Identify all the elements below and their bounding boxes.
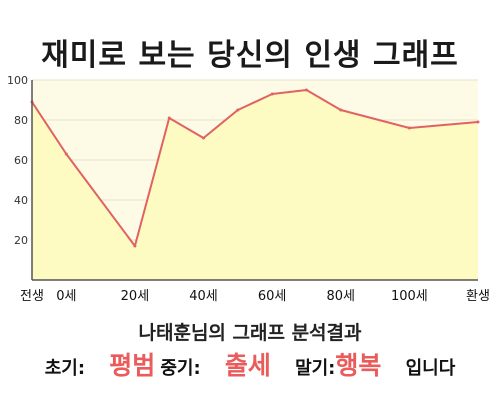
x-tick-label: 전생 bbox=[20, 289, 44, 304]
middle-value: 출세 bbox=[224, 351, 271, 380]
data-point bbox=[270, 92, 274, 96]
area-fill bbox=[32, 90, 478, 280]
data-point bbox=[64, 152, 68, 156]
data-point bbox=[476, 120, 480, 124]
y-tick-label: 80 bbox=[14, 114, 28, 127]
x-tick-label: 0세 bbox=[56, 289, 76, 304]
x-tick-label: 80세 bbox=[327, 289, 356, 304]
early-value: 평범 bbox=[109, 351, 156, 380]
x-tick-label: 20세 bbox=[121, 289, 150, 304]
data-point bbox=[339, 108, 343, 112]
data-point bbox=[167, 116, 171, 120]
middle-label: 중기: bbox=[160, 358, 201, 379]
y-tick-label: 100 bbox=[7, 74, 28, 87]
chart-title: 재미로 보는 당신의 인생 그래프 bbox=[41, 38, 459, 73]
result-title: 나태훈님의 그래프 분석결과 bbox=[138, 322, 362, 344]
x-tick-label: 40세 bbox=[189, 289, 218, 304]
data-point bbox=[305, 88, 308, 92]
early-label: 초기: bbox=[44, 358, 86, 379]
result-suffix: 입니다 bbox=[405, 358, 456, 379]
data-point bbox=[133, 244, 137, 248]
x-tick-label: 100세 bbox=[391, 289, 428, 304]
late-label: 말기: bbox=[295, 358, 336, 379]
data-point bbox=[236, 108, 240, 112]
x-tick-label: 60세 bbox=[258, 289, 287, 304]
y-tick-label: 60 bbox=[14, 154, 28, 167]
late-value: 행복 bbox=[335, 351, 382, 380]
data-point bbox=[407, 126, 411, 130]
data-point bbox=[202, 136, 205, 140]
result-summary: 초기: 평범 중기: 출세 말기:행복 입니다 bbox=[0, 346, 500, 386]
y-tick-label: 20 bbox=[14, 234, 28, 247]
y-tick-label: 40 bbox=[14, 194, 28, 207]
x-tick-label: 환생 bbox=[466, 289, 490, 304]
